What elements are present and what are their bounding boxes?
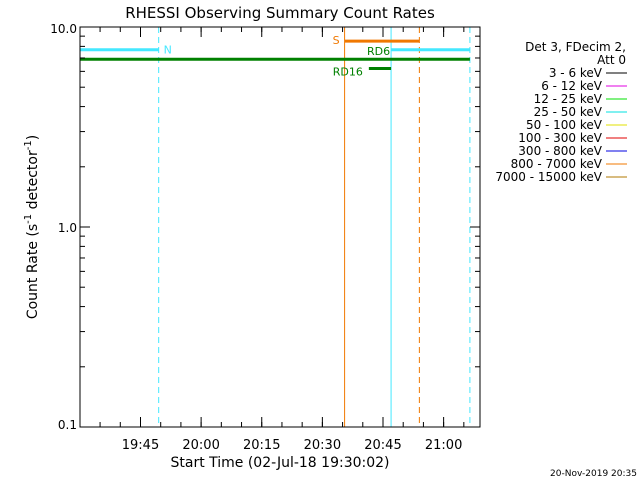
legend-header-line1: Det 3, FDecim 2, bbox=[525, 40, 626, 54]
chart-title: RHESSI Observing Summary Count Rates bbox=[125, 4, 435, 22]
y-tick-label-2: 1.0 bbox=[58, 221, 77, 235]
x-axis-label: Start Time (02-Jul-18 19:30:02) bbox=[170, 455, 389, 471]
legend-label-6-12-kev: 6 - 12 keV bbox=[541, 79, 603, 93]
y-tick-label-3: 0.1 bbox=[58, 418, 77, 432]
x-tick-label-6: 21:00 bbox=[425, 438, 462, 453]
y-axis-ticks: 10.0 1.0 0.1 bbox=[50, 22, 480, 432]
y-axis-label-sup1: -1 bbox=[23, 214, 34, 224]
x-tick-label-4: 20:30 bbox=[304, 438, 341, 453]
x-tick-label-2: 20:00 bbox=[182, 438, 219, 453]
x-tick-label-5: 20:45 bbox=[364, 438, 401, 453]
legend-label-300-800-kev: 300 - 800 keV bbox=[518, 144, 602, 158]
y-tick-label-1: 10.0 bbox=[50, 22, 77, 36]
flag-label-s: S bbox=[333, 34, 340, 47]
y-axis-label-mid: detector bbox=[25, 150, 41, 214]
x-tick-label-3: 20:15 bbox=[243, 438, 280, 453]
legend-header-line2: Att 0 bbox=[597, 53, 626, 67]
legend-label-100-300-kev: 100 - 300 keV bbox=[518, 131, 602, 145]
legend-label-3-6-kev: 3 - 6 keV bbox=[549, 66, 603, 80]
legend-label-25-50-kev: 25 - 50 keV bbox=[534, 105, 603, 119]
flag-label-rd6: RD6 bbox=[367, 45, 390, 58]
x-tick-label-1: 19:45 bbox=[122, 438, 159, 453]
chart-marks: N S RD6 RD16 bbox=[79, 27, 471, 427]
legend-label-12-25-kev: 12 - 25 keV bbox=[534, 92, 603, 106]
legend-label-7000-15000-kev: 7000 - 15000 keV bbox=[495, 170, 602, 184]
legend-label-800-7000-kev: 800 - 7000 keV bbox=[511, 157, 603, 171]
y-axis-label-end: ) bbox=[25, 135, 41, 140]
flag-label-rd16: RD16 bbox=[333, 66, 363, 79]
plot-frame bbox=[79, 26, 481, 428]
legend-label-50-100-kev: 50 - 100 keV bbox=[526, 118, 603, 132]
footer-timestamp: 20-Nov-2019 20:35 bbox=[550, 469, 637, 479]
x-axis-ticks: 19:45 20:00 20:15 20:30 20:45 21:00 bbox=[99, 27, 465, 453]
y-axis-label-sup2: -1 bbox=[23, 140, 34, 150]
y-axis-label: Count Rate (s-1 detector-1) bbox=[23, 135, 41, 319]
y-axis-label-main: Count Rate (s bbox=[25, 224, 41, 319]
flag-label-n: N bbox=[164, 44, 172, 57]
